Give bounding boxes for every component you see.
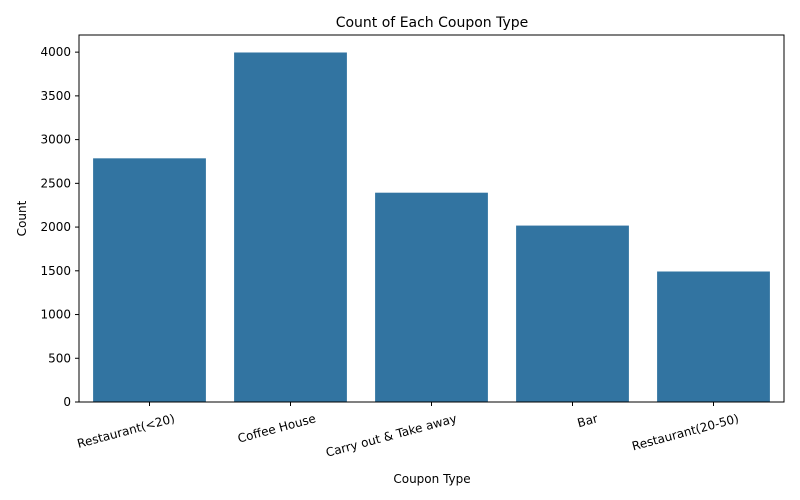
x-tick-label-2: Carry out & Take away xyxy=(324,411,458,459)
plot-frame xyxy=(78,34,785,403)
y-tick-label-7: 3500 xyxy=(40,89,71,103)
y-axis-label: Count xyxy=(15,200,29,236)
y-tick-label-5: 2500 xyxy=(40,176,71,190)
bar-2 xyxy=(375,192,488,402)
bar-4 xyxy=(657,271,770,402)
x-tick-label-3: Bar xyxy=(576,411,600,430)
y-tick-label-4: 2000 xyxy=(40,220,71,234)
bar-0 xyxy=(93,158,206,402)
y-tick-label-0: 0 xyxy=(63,395,71,409)
y-tick-label-1: 500 xyxy=(48,351,71,365)
x-tick-label-4: Restaurant(20-50) xyxy=(630,411,740,453)
y-tick-label-8: 4000 xyxy=(40,45,71,59)
bars-group xyxy=(93,52,770,402)
y-tick-label-3: 1500 xyxy=(40,264,71,278)
bar-1 xyxy=(234,52,347,402)
bar-3 xyxy=(516,225,629,402)
x-axis-label: Coupon Type xyxy=(393,472,470,486)
x-tick-label-1: Coffee House xyxy=(236,411,317,445)
x-axis: Restaurant(<20) Coffee House Carry out & T… xyxy=(76,402,740,460)
x-tick-label-0: Restaurant(<20) xyxy=(76,411,177,451)
y-tick-label-2: 1000 xyxy=(40,308,71,322)
y-tick-label-6: 3000 xyxy=(40,133,71,147)
y-axis: 0 500 1000 1500 2000 2500 3000 3500 4000 xyxy=(40,45,79,409)
chart-title: Count of Each Coupon Type xyxy=(336,15,529,31)
